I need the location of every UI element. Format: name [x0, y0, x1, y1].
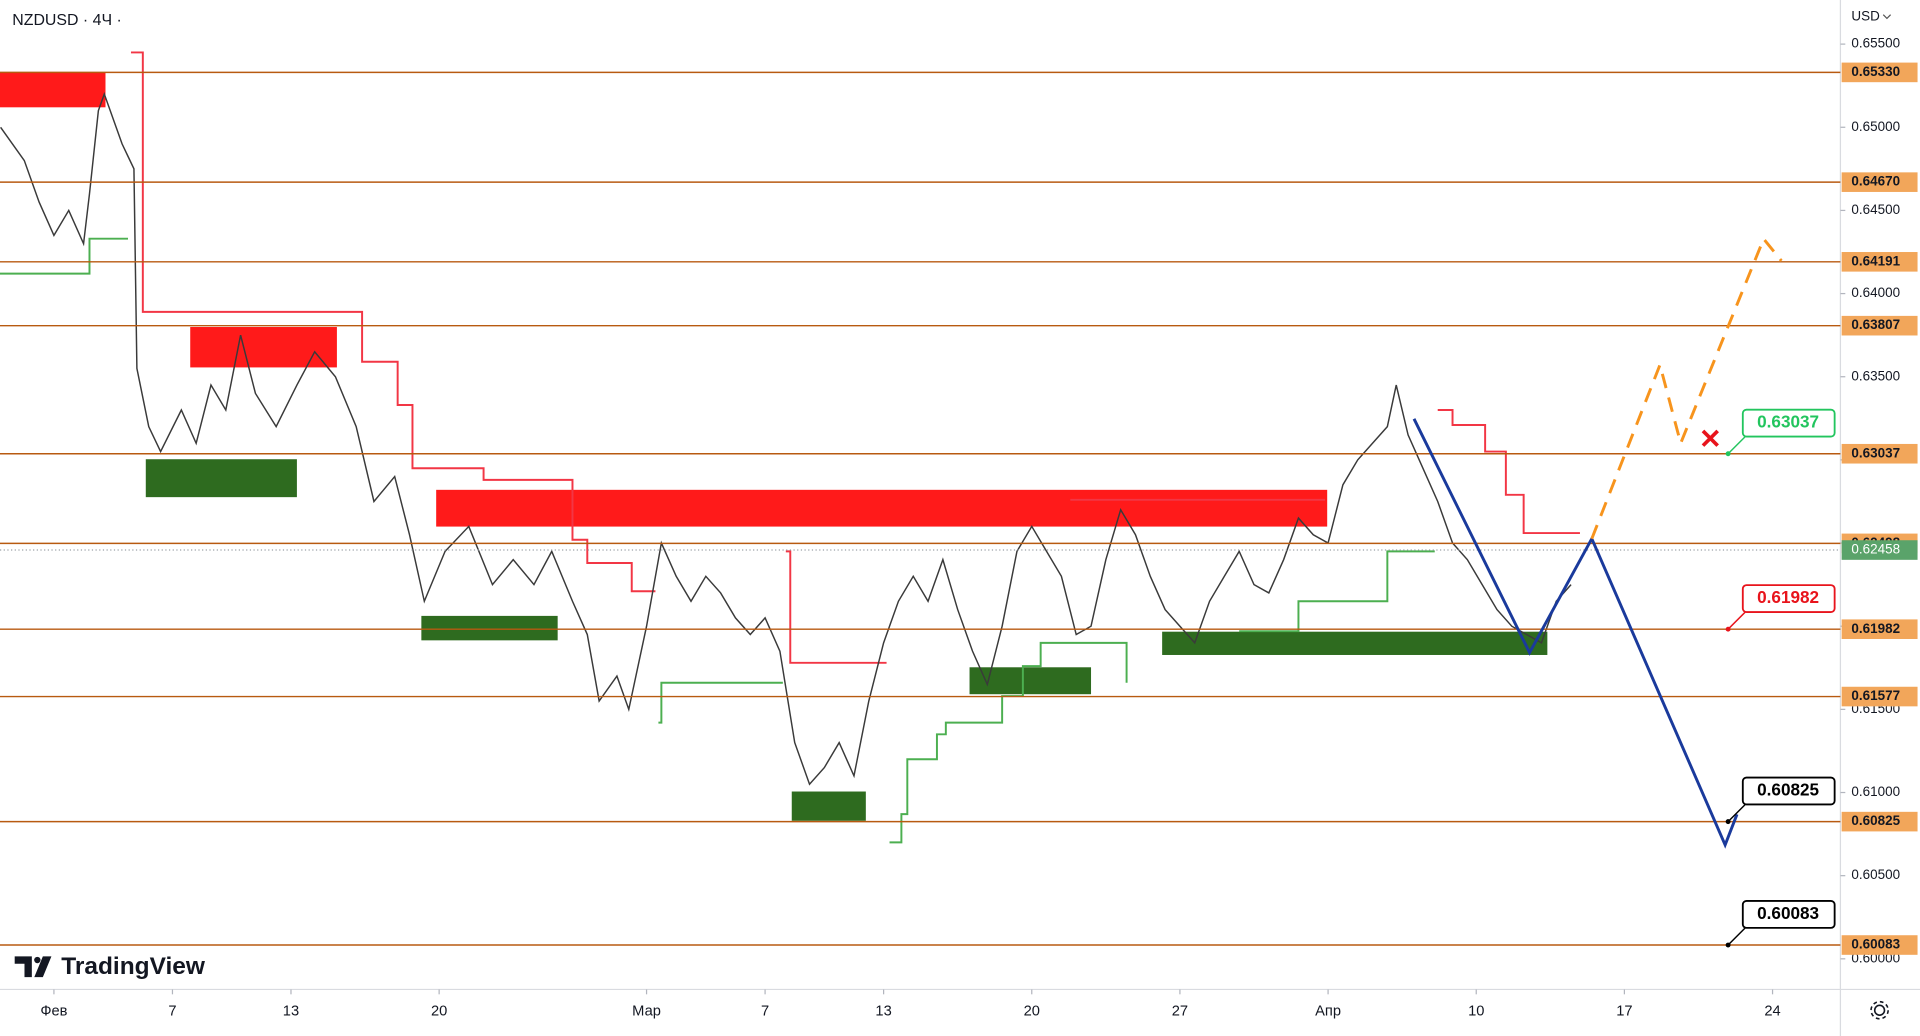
y-tick-label: 0.60500 — [1851, 867, 1900, 882]
callout-leader — [1727, 927, 1746, 946]
brand: TradingView — [61, 953, 206, 980]
level-label: 0.64670 — [1851, 174, 1900, 189]
y-tick-label: 0.65000 — [1851, 119, 1900, 134]
symbol-title: NZDUSD · 4Ч · — [12, 12, 122, 29]
callout-label: 0.63037 — [1757, 412, 1819, 432]
level-label-bg — [1841, 443, 1918, 464]
callout-box — [1741, 776, 1836, 806]
level-label-bg — [1841, 252, 1918, 272]
y-tick-label: 0.65500 — [1851, 36, 1900, 51]
callout-label: 0.61982 — [1757, 587, 1819, 607]
callout-label: 0.60083 — [1757, 903, 1819, 923]
x-tick-label: 7 — [761, 1003, 769, 1019]
trend-line — [1239, 550, 1435, 633]
callout-leader — [1727, 436, 1746, 455]
logo — [14, 956, 52, 978]
callout-box — [1741, 900, 1836, 929]
callout-box — [1741, 584, 1836, 613]
projection-down — [1412, 418, 1739, 849]
trend-line — [1437, 409, 1580, 535]
callout-leader — [1727, 803, 1746, 823]
callout-leader — [1727, 611, 1746, 630]
zone — [436, 489, 1328, 527]
zone — [791, 791, 866, 821]
x-tick-label: 27 — [1172, 1003, 1188, 1019]
level-label: 0.61577 — [1851, 688, 1900, 703]
callout-label: 0.60825 — [1757, 780, 1819, 800]
level-label: 0.61982 — [1851, 621, 1900, 636]
y-tick-label: 0.61000 — [1851, 784, 1900, 799]
level-label-bg — [1841, 315, 1918, 336]
y-tick-label: 0.64500 — [1851, 202, 1900, 217]
trend-line — [130, 51, 656, 593]
trend-line — [889, 641, 1128, 844]
trend-line — [658, 681, 783, 724]
level-label: 0.63807 — [1851, 317, 1900, 332]
level-label-bg — [1841, 811, 1918, 832]
callout-box — [1741, 408, 1836, 438]
y-tick-label: 0.63500 — [1851, 368, 1900, 383]
x-tick-label: Мар — [632, 1003, 661, 1019]
trend-line — [0, 237, 129, 275]
level-label: 0.64191 — [1851, 253, 1900, 268]
plot: 0.63037 0.61982 0.60825 0.60083 — [0, 51, 1841, 948]
projection-up — [1590, 236, 1783, 540]
trend-line — [785, 550, 887, 664]
level-label-bg — [1841, 619, 1918, 639]
zone — [0, 72, 106, 108]
currency[interactable]: USD — [1851, 9, 1880, 24]
level-label: 0.60083 — [1851, 937, 1900, 952]
invalid-mark — [1701, 429, 1719, 447]
zone — [190, 327, 337, 368]
level-label: 0.63037 — [1851, 445, 1900, 460]
level-label: 0.60825 — [1851, 813, 1900, 828]
x-tick-label: 13 — [875, 1003, 891, 1019]
x-tick-label: 24 — [1764, 1003, 1780, 1019]
current-price-label: 0.62458 — [1851, 542, 1900, 557]
level-label-bg — [1841, 686, 1918, 707]
level-label: 0.65330 — [1851, 64, 1900, 79]
x-tick-label: 20 — [1024, 1003, 1040, 1019]
x-tick-label: Апр — [1315, 1003, 1341, 1019]
zone — [145, 459, 297, 498]
level-label-bg — [1841, 935, 1918, 955]
current-price-bg — [1841, 540, 1918, 560]
x-tick-label: 7 — [168, 1003, 176, 1019]
zone — [1162, 631, 1548, 655]
x-tick-label: 17 — [1616, 1003, 1632, 1019]
settings-icon[interactable] — [1870, 1000, 1889, 1020]
x-tick-label: 20 — [431, 1003, 447, 1019]
x-tick-label: Фев — [40, 1003, 67, 1019]
x-tick-label: 10 — [1468, 1003, 1484, 1019]
zone — [421, 615, 558, 641]
x-tick-label: 13 — [283, 1003, 299, 1019]
level-label-bg — [1841, 172, 1918, 192]
y-tick-label: 0.64000 — [1851, 285, 1900, 300]
level-label-bg — [1841, 62, 1918, 83]
currency-chevron — [1882, 14, 1892, 20]
price-line — [0, 91, 1572, 786]
